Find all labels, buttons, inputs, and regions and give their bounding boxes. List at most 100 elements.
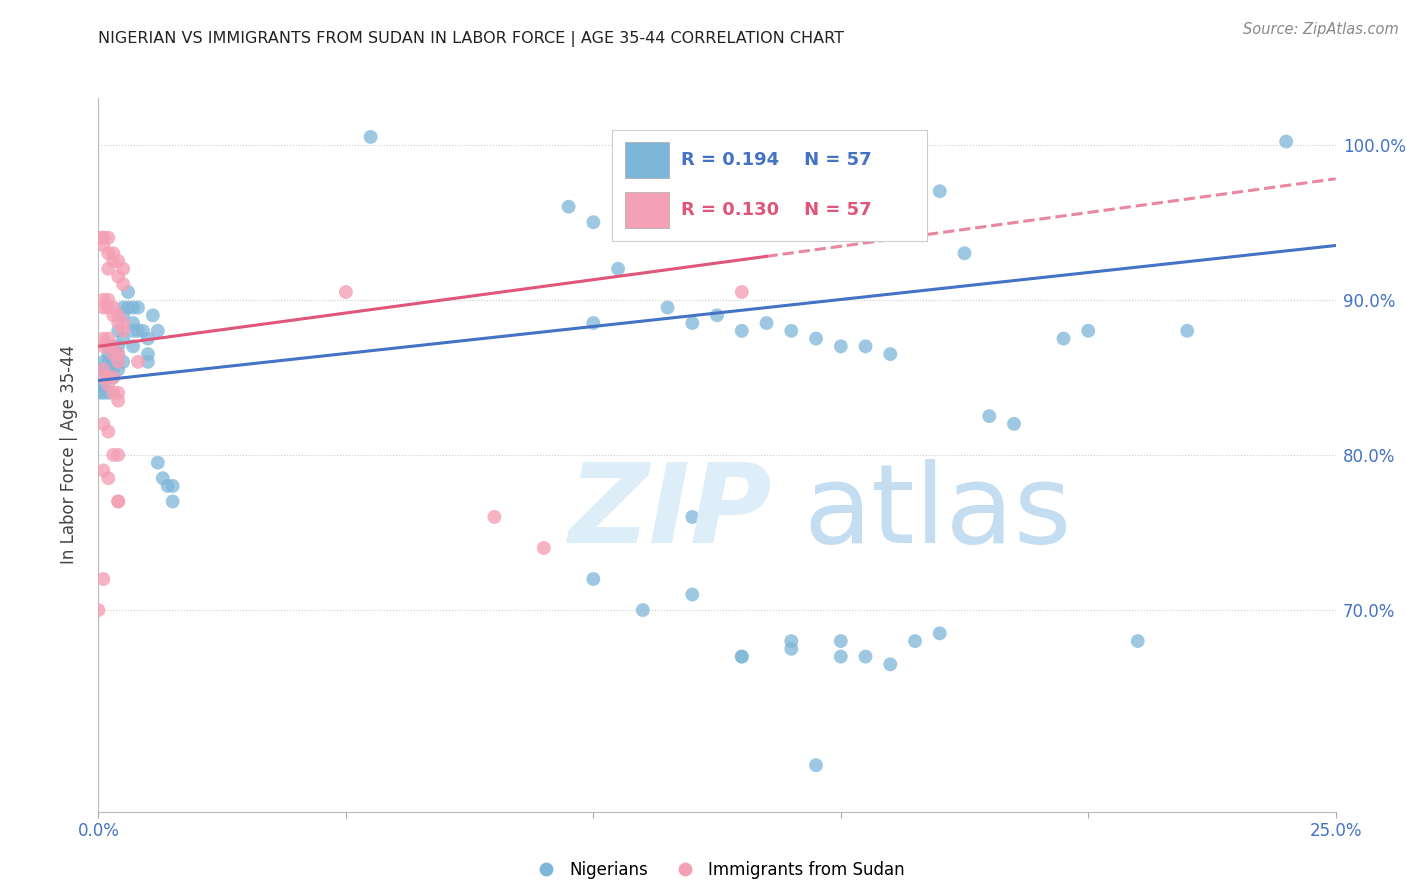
Point [107, 494, 129, 508]
Point [107, 347, 129, 361]
Point [103, 347, 125, 361]
Point [112, 355, 135, 369]
Point [103, 370, 125, 384]
Point [582, 572, 605, 586]
Point [87, 362, 110, 376]
Point [117, 301, 139, 315]
Point [830, 634, 852, 648]
Point [87, 362, 110, 376]
Point [103, 362, 125, 376]
Point [162, 494, 184, 508]
Point [93, 332, 115, 346]
Point [804, 758, 827, 772]
Point [780, 634, 803, 648]
Point [681, 588, 703, 602]
Point [103, 347, 125, 361]
Point [582, 510, 605, 524]
Point [152, 471, 174, 485]
Point [97, 370, 120, 384]
Point [162, 479, 184, 493]
Point [103, 254, 125, 268]
Point [107, 393, 129, 408]
Point [97, 339, 120, 353]
Point [103, 448, 125, 462]
Point [928, 184, 950, 198]
Point [97, 385, 120, 400]
Point [631, 603, 654, 617]
Point [93, 231, 115, 245]
Point [117, 285, 139, 299]
Point [97, 347, 120, 361]
Text: NIGERIAN VS IMMIGRANTS FROM SUDAN IN LABOR FORCE | AGE 35-44 CORRELATION CHART: NIGERIAN VS IMMIGRANTS FROM SUDAN IN LAB… [98, 31, 845, 47]
Point [830, 339, 852, 353]
Point [97, 471, 120, 485]
Point [122, 301, 145, 315]
Point [103, 339, 125, 353]
Y-axis label: In Labor Force | Age 35-44: In Labor Force | Age 35-44 [59, 345, 77, 565]
Point [804, 332, 827, 346]
Point [107, 494, 129, 508]
Point [904, 634, 927, 648]
Point [122, 316, 145, 330]
Point [93, 417, 115, 431]
Point [879, 347, 901, 361]
Point [107, 362, 129, 376]
Point [360, 129, 382, 144]
Point [953, 246, 976, 260]
Point [87, 603, 110, 617]
Point [484, 510, 506, 524]
Point [97, 355, 120, 369]
Point [533, 541, 555, 555]
Point [830, 649, 852, 664]
Point [681, 316, 703, 330]
Point [681, 510, 703, 524]
Point [93, 572, 115, 586]
Point [93, 362, 115, 376]
Point [93, 339, 115, 353]
Point [142, 308, 165, 322]
Text: ZIP: ZIP [568, 458, 772, 566]
Point [112, 316, 135, 330]
Point [103, 308, 125, 322]
Point [97, 301, 120, 315]
Point [93, 362, 115, 376]
Point [97, 231, 120, 245]
Point [136, 332, 159, 346]
Bar [624, 143, 669, 178]
Point [607, 261, 630, 276]
Point [582, 215, 605, 229]
Point [681, 215, 703, 229]
Point [97, 339, 120, 353]
Point [112, 301, 135, 315]
Point [780, 641, 803, 656]
Point [879, 657, 901, 672]
Point [103, 385, 125, 400]
Point [928, 626, 950, 640]
Point [582, 316, 605, 330]
Point [1275, 135, 1298, 149]
Point [93, 301, 115, 315]
Bar [624, 192, 669, 227]
Point [107, 355, 129, 369]
Point [93, 378, 115, 392]
Point [97, 425, 120, 439]
Point [103, 370, 125, 384]
Point [156, 479, 179, 493]
Point [107, 347, 129, 361]
Point [97, 370, 120, 384]
Point [93, 370, 115, 384]
Point [557, 200, 579, 214]
Text: Source: ZipAtlas.com: Source: ZipAtlas.com [1243, 22, 1399, 37]
Point [1175, 324, 1198, 338]
Point [780, 324, 803, 338]
Point [93, 378, 115, 392]
Point [127, 324, 149, 338]
Point [112, 332, 135, 346]
Point [97, 362, 120, 376]
Point [146, 324, 169, 338]
Point [107, 308, 129, 322]
Point [93, 362, 115, 376]
Point [97, 378, 120, 392]
Point [103, 301, 125, 315]
Point [103, 339, 125, 353]
